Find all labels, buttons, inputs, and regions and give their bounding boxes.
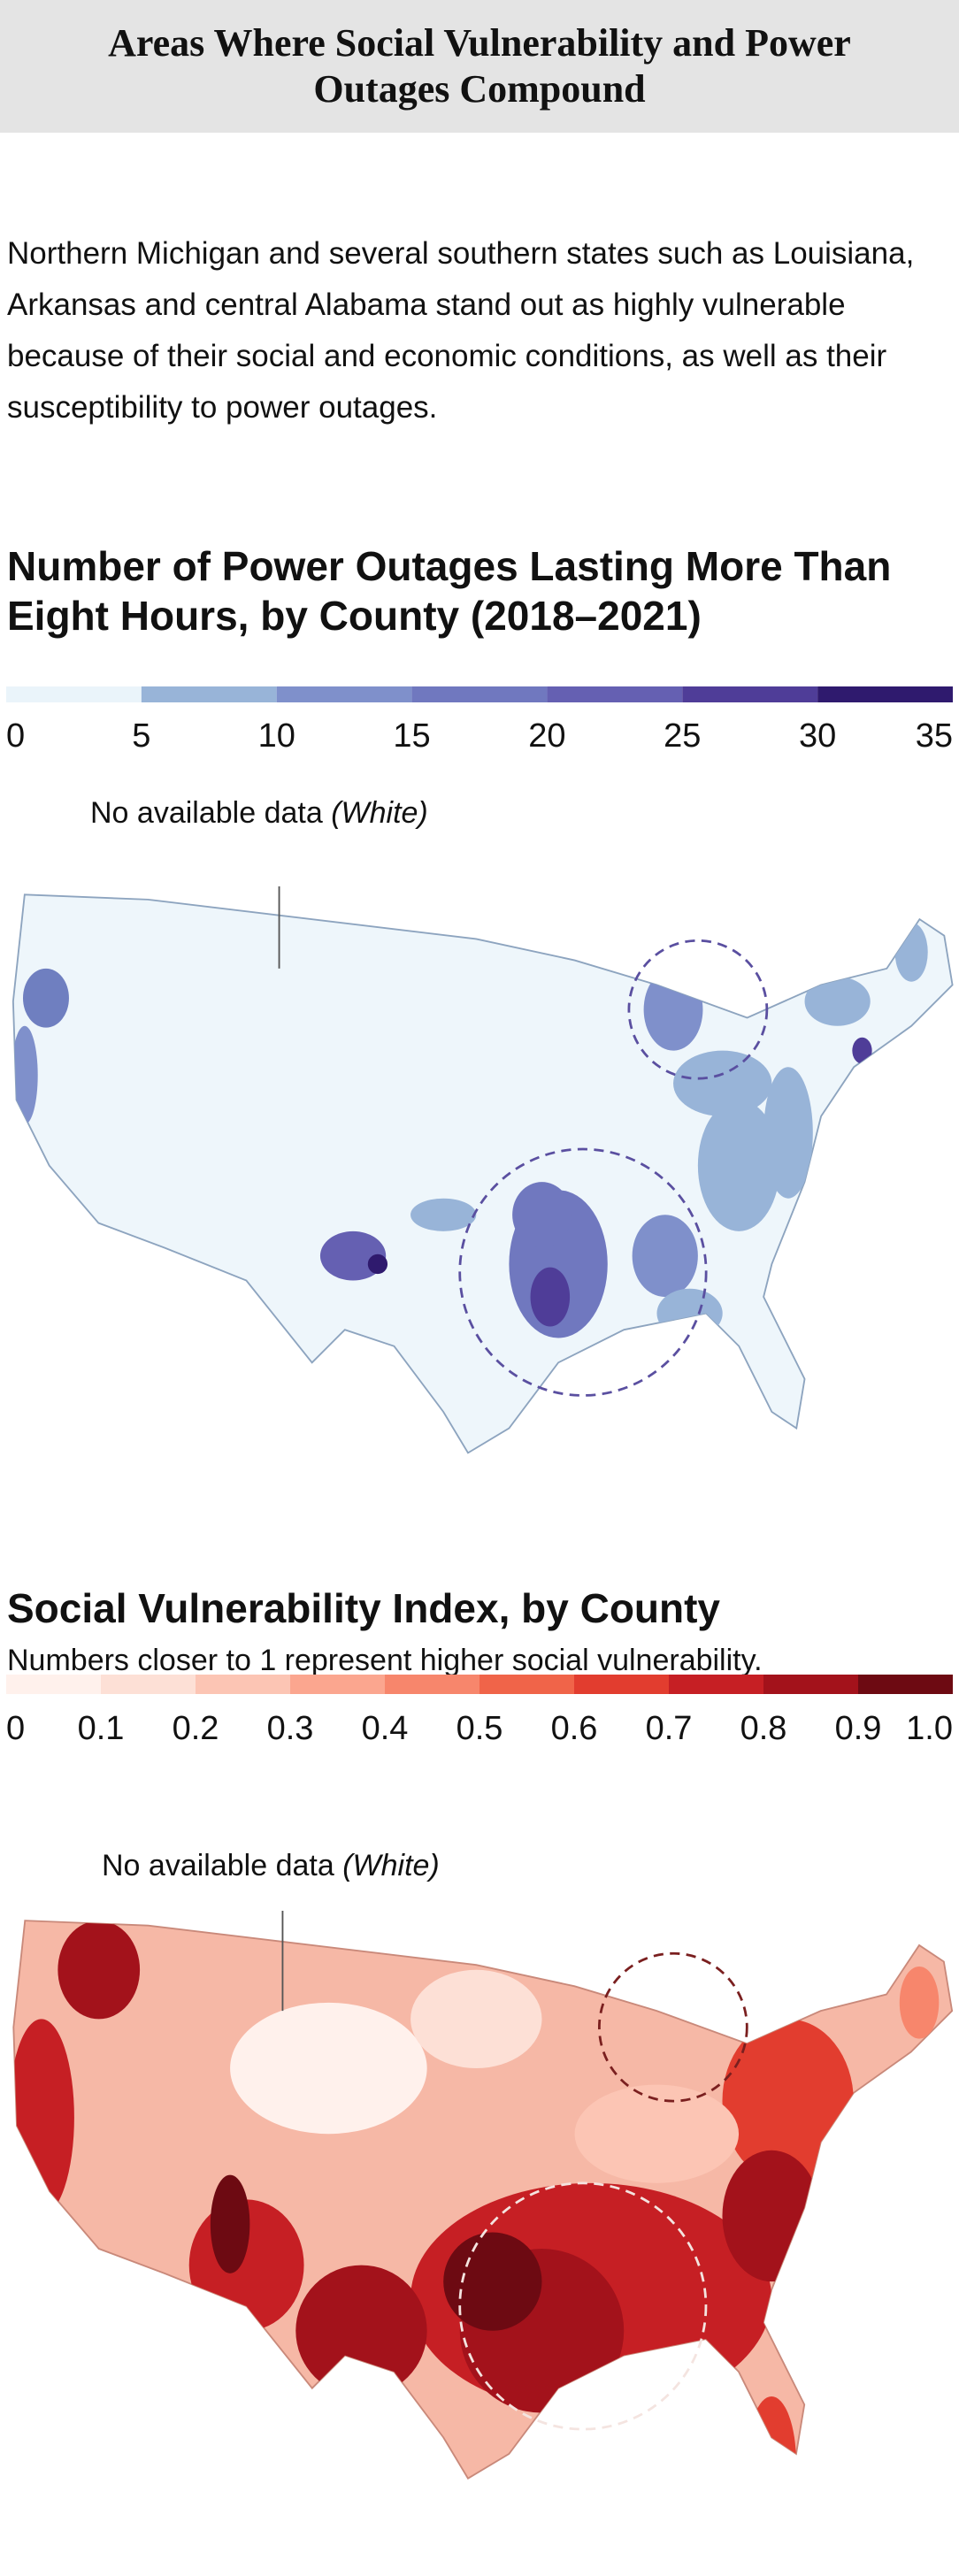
legend-tick-label: 0.3 (267, 1710, 314, 1747)
legend-tick-label: 20 (528, 717, 565, 755)
legend-swatch (669, 1675, 763, 1694)
map-subtitle: Numbers closer to 1 represent higher soc… (7, 1644, 763, 1677)
legend-swatch (858, 1675, 953, 1694)
legend: 0 5 10 15 20 25 30 35 (6, 686, 953, 755)
legend-swatch (196, 1675, 290, 1694)
highlight-circle (458, 1147, 708, 1397)
legend-tick-label: 0.6 (551, 1710, 598, 1747)
legend-swatch (682, 686, 818, 702)
header: Areas Where Social Vulnerability and Pow… (0, 0, 959, 133)
legend: 0 0.1 0.2 0.3 0.4 0.5 0.6 0.7 0.8 0.9 1.0 (6, 1675, 953, 1747)
legend-tick-label: 0.5 (456, 1710, 503, 1747)
legend-swatch (817, 686, 953, 702)
annotation: No available data (White) (102, 1849, 440, 1883)
legend-swatch (141, 686, 277, 702)
legend-swatch (480, 1675, 574, 1694)
legend-tick-label: 35 (916, 717, 953, 755)
highlight-circle (458, 2181, 708, 2431)
legend-tick-label: 15 (393, 717, 430, 755)
map (12, 1911, 954, 2480)
annotation-text: No available data (90, 796, 323, 830)
legend-tick-label: 25 (664, 717, 701, 755)
map (12, 886, 954, 1454)
legend-swatch (574, 1675, 669, 1694)
legend-tick-label: 0.1 (78, 1710, 125, 1747)
legend-swatch (290, 1675, 385, 1694)
map-title: Number of Power Outages Lasting More Tha… (7, 543, 892, 639)
legend-swatch (6, 1675, 101, 1694)
legend-tick-label: 30 (799, 717, 836, 755)
legend-tick-label: 0.4 (362, 1710, 409, 1747)
legend-tick-label: 0.9 (835, 1710, 882, 1747)
highlight-circle (627, 939, 769, 1080)
annotation-note: (White) (331, 796, 428, 830)
us-outline (12, 893, 954, 1454)
legend-tick-label: 0 (6, 1710, 25, 1747)
annotation-note: (White) (342, 1849, 440, 1882)
legend-tick-label: 10 (258, 717, 295, 755)
highlight-circle (597, 1951, 748, 2103)
legend-swatch (6, 686, 142, 702)
legend-swatch (411, 686, 548, 702)
legend-swatch (101, 1675, 196, 1694)
title: Areas Where Social Vulnerability and Pow… (108, 21, 851, 111)
legend-tick-label: 1.0 (906, 1710, 953, 1747)
annotation: No available data (White) (90, 796, 428, 831)
legend-swatch (276, 686, 412, 702)
legend-swatch (385, 1675, 480, 1694)
legend-tick-label: 5 (132, 717, 150, 755)
map-title: Social Vulnerability Index, by County (7, 1585, 721, 1631)
legend-tick-label: 0.2 (173, 1710, 219, 1747)
legend-tick-label: 0.7 (646, 1710, 693, 1747)
legend-tick-label: 0 (6, 717, 25, 755)
annotation-text: No available data (102, 1849, 334, 1882)
legend-swatch (763, 1675, 858, 1694)
county-patches (13, 1920, 940, 2479)
legend-tick-label: 0.8 (740, 1710, 787, 1747)
intro: Northern Michigan and several southern s… (7, 236, 915, 425)
legend-swatch (547, 686, 683, 702)
